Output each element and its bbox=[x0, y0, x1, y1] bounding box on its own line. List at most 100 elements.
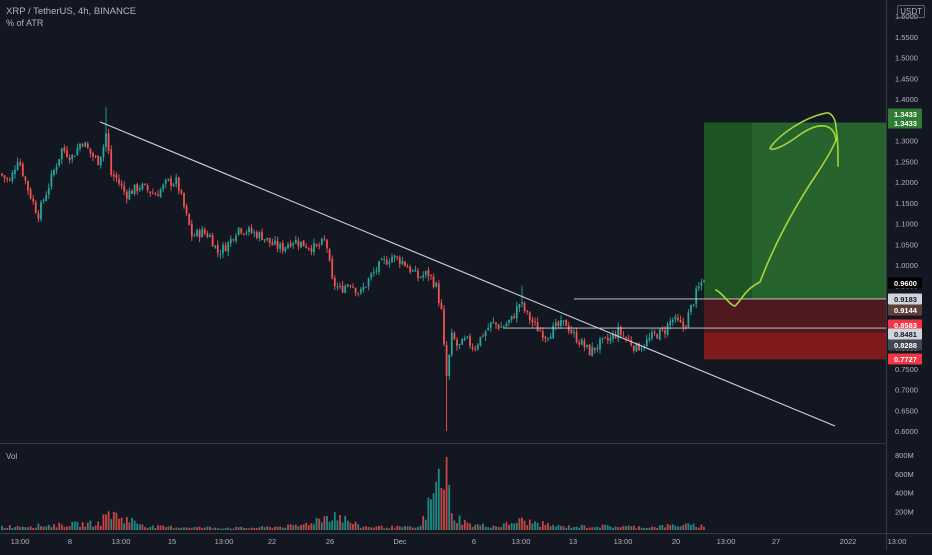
price-tick-label: 1.1500 bbox=[895, 199, 918, 208]
volume-bar bbox=[404, 525, 406, 530]
candle-body bbox=[357, 293, 360, 295]
candle-body bbox=[526, 310, 529, 312]
candle-body bbox=[430, 275, 432, 277]
volume-bar bbox=[19, 527, 22, 530]
candle-body bbox=[528, 312, 531, 321]
volume-bar bbox=[53, 524, 55, 530]
candle-body bbox=[53, 170, 55, 175]
volume-bar bbox=[76, 521, 79, 530]
volume-bar bbox=[567, 525, 570, 530]
volume-bar bbox=[674, 525, 677, 530]
volume-bar bbox=[365, 526, 367, 530]
volume-bar bbox=[11, 528, 14, 530]
candle-body bbox=[193, 235, 196, 237]
volume-bar bbox=[362, 526, 365, 530]
candle-body bbox=[164, 180, 167, 184]
candle-body bbox=[383, 259, 386, 261]
candle-body bbox=[409, 266, 412, 273]
volume-bar bbox=[482, 523, 484, 530]
volume-bar bbox=[84, 526, 87, 530]
volume-bar bbox=[136, 523, 139, 530]
volume-bar bbox=[3, 527, 6, 530]
volume-bar bbox=[570, 527, 573, 530]
volume-bar bbox=[6, 527, 9, 530]
volume-bar bbox=[453, 520, 456, 530]
candle-body bbox=[575, 331, 578, 343]
volume-bar bbox=[697, 527, 700, 530]
volume-bar bbox=[651, 526, 653, 530]
volume-bar bbox=[690, 524, 692, 530]
candle-body bbox=[198, 230, 201, 238]
volume-bar bbox=[112, 511, 115, 530]
volume-bar bbox=[86, 522, 89, 530]
volume-bar bbox=[27, 527, 29, 530]
candle-body bbox=[16, 162, 19, 170]
candle-body bbox=[24, 176, 27, 181]
volume-bar bbox=[640, 527, 643, 530]
candle-body bbox=[539, 330, 542, 332]
candle-body bbox=[302, 240, 305, 247]
candle-body bbox=[362, 287, 365, 291]
volume-bar bbox=[292, 525, 295, 530]
trendline bbox=[99, 121, 836, 427]
volume-bar bbox=[411, 527, 414, 530]
volume-bar bbox=[401, 527, 404, 530]
volume-bar bbox=[352, 523, 354, 530]
candle-body bbox=[427, 270, 430, 277]
candle-body bbox=[14, 169, 16, 174]
currency-badge[interactable]: USDT bbox=[897, 5, 925, 18]
candle-body bbox=[562, 320, 565, 322]
candle-body bbox=[596, 348, 599, 350]
volume-bar bbox=[440, 487, 443, 530]
volume-bar bbox=[372, 527, 375, 530]
candle-body bbox=[422, 275, 425, 278]
volume-bar bbox=[630, 526, 633, 530]
volume-bar bbox=[378, 526, 380, 530]
candle-body bbox=[294, 240, 297, 244]
volume-tick-label: 600M bbox=[895, 470, 914, 479]
candle-body bbox=[274, 240, 276, 245]
candle-body bbox=[557, 321, 560, 326]
time-tick-label: 8 bbox=[68, 537, 72, 546]
candle-body bbox=[19, 162, 22, 166]
volume-bar bbox=[489, 527, 492, 530]
volume-bar bbox=[99, 525, 102, 530]
candle-body bbox=[523, 302, 526, 311]
volume-bar bbox=[588, 527, 591, 530]
candle-body bbox=[47, 187, 50, 195]
price-tick-label: 1.2500 bbox=[895, 157, 918, 166]
candle-body bbox=[684, 326, 687, 328]
candle-body bbox=[404, 261, 406, 267]
candle-body bbox=[339, 285, 341, 287]
volume-bar bbox=[16, 525, 19, 530]
volume-bar bbox=[417, 526, 419, 530]
candle-body bbox=[658, 329, 661, 340]
candle-body bbox=[206, 233, 209, 238]
volume-bar bbox=[565, 527, 568, 530]
volume-bar bbox=[398, 526, 401, 530]
volume-bar bbox=[274, 526, 276, 530]
volume-bar bbox=[578, 527, 581, 530]
volume-bar bbox=[593, 527, 596, 530]
price-tick-label: 1.4000 bbox=[895, 95, 918, 104]
volume-bar bbox=[443, 489, 445, 530]
candle-body bbox=[591, 347, 594, 356]
volume-bar bbox=[344, 515, 347, 530]
volume-bar bbox=[14, 526, 16, 530]
time-tick-label: Dec bbox=[393, 537, 407, 546]
volume-bar bbox=[354, 521, 357, 530]
volume-bar bbox=[326, 516, 328, 530]
volume-bar bbox=[479, 525, 482, 530]
volume-bar bbox=[391, 525, 393, 530]
price-label: 0.8288 bbox=[894, 341, 917, 350]
candle-body bbox=[476, 344, 479, 350]
candle-body bbox=[354, 287, 357, 294]
volume-bar bbox=[235, 526, 237, 530]
candle-body bbox=[320, 238, 323, 245]
candle-body bbox=[245, 232, 248, 234]
volume-bar bbox=[656, 527, 659, 530]
candle-body bbox=[42, 200, 45, 202]
volume-bar bbox=[284, 527, 287, 530]
candle-body bbox=[159, 189, 162, 197]
volume-bar bbox=[458, 515, 461, 530]
